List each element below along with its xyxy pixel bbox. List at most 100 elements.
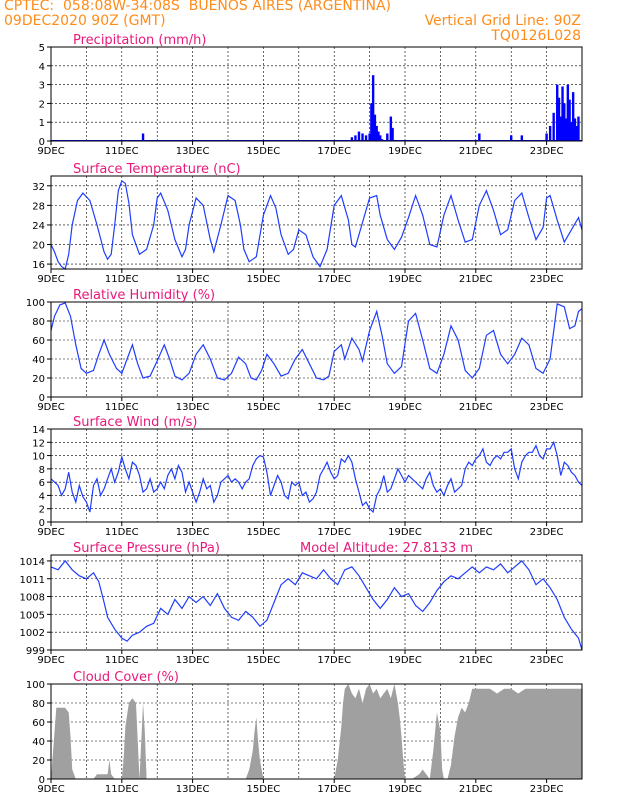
panel-frame (50, 301, 583, 398)
x-tick-label: 15DEC (247, 274, 281, 285)
x-tick-label: 15DEC (247, 402, 281, 413)
header-code: TQ0126L028 (491, 28, 581, 44)
panel-frame (50, 683, 583, 780)
x-tick-label: 21DEC (459, 784, 493, 795)
x-tick-label: 21DEC (459, 402, 493, 413)
precipitation-bar (556, 84, 559, 141)
y-tick-label: 20 (32, 241, 45, 252)
precipitation-bar (375, 125, 378, 141)
precipitation-bar (354, 135, 357, 141)
panel-3: 0 20 40 60 80 100 9DEC 11DEC 13DEC 15DEC 17DEC 19DE… (26, 288, 583, 413)
panel-frame (50, 428, 583, 523)
x-tick-label: 23DEC (530, 655, 564, 666)
precipitation-bar (377, 131, 380, 141)
y-tick-label: 2 (39, 505, 45, 516)
precipitation-bar (568, 99, 571, 141)
panel-title: Precipitation (mm/h) (73, 33, 206, 48)
x-tick-label: 19DEC (388, 784, 422, 795)
x-tick-label: 17DEC (317, 655, 351, 666)
x-tick-label: 17DEC (317, 527, 351, 538)
y-tick-label: 1005 (20, 610, 45, 621)
y-tick-label: 20 (32, 756, 45, 767)
x-tick-label: 19DEC (388, 655, 422, 666)
precipitation-bar (379, 135, 382, 141)
y-tick-label: 100 (26, 298, 45, 309)
x-tick-label: 17DEC (317, 402, 351, 413)
y-tick-label: 40 (32, 355, 45, 366)
panel-frame (50, 46, 583, 142)
precipitation-bar (386, 133, 389, 141)
x-tick-label: 13DEC (176, 655, 210, 666)
series-line (50, 302, 583, 381)
precipitation-bar (371, 75, 375, 141)
x-tick-label: 11DEC (105, 655, 139, 666)
precipitation-bar (552, 112, 555, 141)
x-tick-label: 21DEC (459, 527, 493, 538)
x-tick-label: 17DEC (317, 274, 351, 285)
y-tick-label: 2 (39, 99, 45, 110)
precipitation-bar (564, 118, 568, 141)
x-tick-label: 19DEC (388, 146, 422, 157)
precipitation-bar (368, 133, 371, 141)
x-tick-label: 11DEC (105, 146, 139, 157)
precipitation-bar (571, 92, 575, 141)
x-tick-label: 13DEC (176, 402, 210, 413)
precipitation-bar (557, 97, 561, 141)
x-tick-label: 13DEC (176, 146, 210, 157)
precipitation-bar (510, 135, 513, 141)
x-tick-label: 15DEC (247, 655, 281, 666)
y-tick-label: 8 (39, 465, 45, 476)
x-tick-label: 23DEC (530, 402, 564, 413)
x-tick-label: 21DEC (459, 655, 493, 666)
precipitation-bar (563, 103, 566, 141)
x-tick-label: 23DEC (530, 527, 564, 538)
x-tick-label: 19DEC (388, 402, 422, 413)
y-tick-label: 999 (26, 646, 45, 657)
y-tick-label: 60 (32, 336, 45, 347)
y-tick-label: 1011 (20, 575, 45, 586)
y-tick-label: 0 (39, 775, 45, 786)
panel-6: 0 20 40 60 80 100 9DEC 11DEC 13DEC 15DEC 17DEC 19DE… (26, 670, 583, 795)
y-tick-label: 3 (39, 81, 45, 92)
y-tick-label: 60 (32, 718, 45, 729)
y-tick-label: 1014 (20, 557, 45, 568)
x-tick-label: 11DEC (105, 784, 139, 795)
x-tick-label: 23DEC (530, 784, 564, 795)
x-tick-label: 15DEC (247, 784, 281, 795)
y-tick-label: 14 (32, 425, 45, 436)
y-tick-label: 24 (32, 221, 45, 232)
y-tick-label: 100 (26, 680, 45, 691)
y-tick-label: 0 (39, 518, 45, 529)
panel-annotation: Model Altitude: 27.8133 m (300, 541, 473, 556)
y-tick-label: 0 (39, 393, 45, 404)
y-tick-label: 32 (32, 182, 45, 193)
precipitation-bar (370, 103, 373, 141)
series-line (50, 440, 583, 514)
panel-title: Relative Humidity (%) (73, 288, 215, 303)
precipitation-bar (575, 125, 578, 141)
x-tick-label: 21DEC (459, 146, 493, 157)
y-tick-label: 10 (32, 452, 45, 463)
precipitation-bar (357, 131, 361, 141)
y-tick-label: 12 (32, 438, 45, 449)
x-tick-label: 11DEC (105, 402, 139, 413)
precipitation-bar (561, 86, 564, 141)
cloud-cover-area (51, 684, 582, 779)
precipitation-bar (391, 127, 394, 141)
panel-frame (50, 554, 583, 651)
header-line1: CPTEC: 058:08W-34:08S BUENOS AIRES (ARGE… (4, 0, 391, 14)
x-tick-label: 17DEC (317, 784, 351, 795)
panel-frame (50, 175, 583, 270)
precipitation-bar (559, 116, 562, 141)
precipitation-bar (373, 114, 377, 141)
y-tick-label: 80 (32, 317, 45, 328)
precipitation-bar (573, 118, 577, 141)
x-tick-label: 9DEC (37, 784, 64, 795)
x-tick-label: 9DEC (37, 527, 64, 538)
y-tick-label: 40 (32, 737, 45, 748)
precipitation-bar (364, 135, 368, 141)
precipitation-bar (141, 133, 145, 141)
x-tick-label: 21DEC (459, 274, 493, 285)
x-tick-label: 13DEC (176, 274, 210, 285)
